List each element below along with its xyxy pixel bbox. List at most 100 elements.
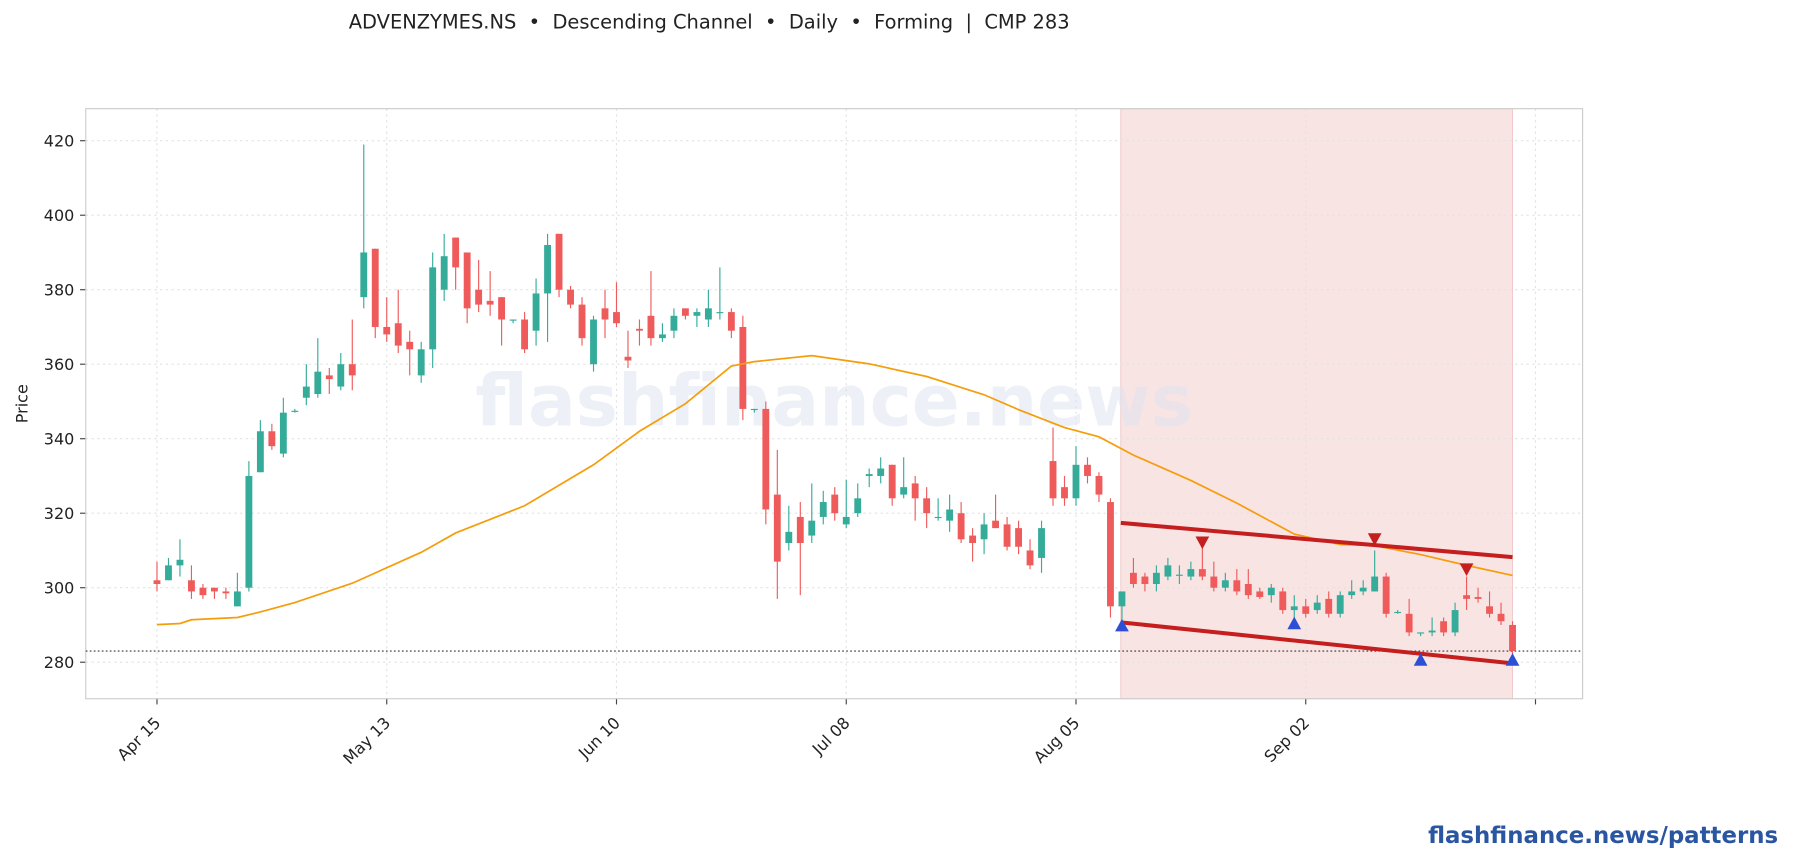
y-axis-label: Price xyxy=(12,384,31,423)
candle-body xyxy=(659,334,666,339)
candle-body xyxy=(946,509,954,521)
candle-body xyxy=(601,308,609,320)
candle-body xyxy=(245,475,253,588)
candle-body xyxy=(188,580,195,592)
candle-body xyxy=(314,371,322,395)
candle-body xyxy=(1290,606,1298,611)
candle-body xyxy=(1336,595,1344,614)
candle-body xyxy=(1187,569,1195,577)
y-tick-label: 320 xyxy=(44,504,75,523)
candle-body xyxy=(1107,502,1114,607)
candle-body xyxy=(1233,580,1241,592)
candle-body xyxy=(1451,610,1459,633)
candle-body xyxy=(681,308,689,316)
trough-marker xyxy=(1505,653,1520,666)
candle-body xyxy=(1382,576,1390,614)
moving-average xyxy=(156,354,1513,626)
candle-body xyxy=(773,494,781,562)
candle-body xyxy=(1061,487,1068,499)
candle-body xyxy=(337,364,345,387)
candle-body xyxy=(210,587,218,592)
y-tick-label: 420 xyxy=(44,131,75,150)
candle-body xyxy=(555,233,563,290)
candle-body xyxy=(590,319,597,365)
candle-body xyxy=(475,289,483,305)
candle-body xyxy=(1118,591,1126,607)
candle-body xyxy=(1003,524,1011,547)
candle-body xyxy=(1279,591,1287,611)
candle-body xyxy=(1497,613,1505,622)
candle-body xyxy=(1486,606,1493,614)
candle-body xyxy=(1072,464,1080,499)
candle-body xyxy=(348,364,356,376)
candle-body xyxy=(417,349,425,376)
candle-body xyxy=(544,245,551,294)
candle-body xyxy=(1417,632,1425,634)
candle-body xyxy=(1164,565,1172,577)
candle-body xyxy=(440,256,448,290)
candle-body xyxy=(1428,630,1436,633)
candle-body xyxy=(406,341,414,350)
candle-body xyxy=(291,410,299,412)
candle-body xyxy=(636,328,643,331)
candle-body xyxy=(1463,595,1471,599)
candle-body xyxy=(624,356,632,361)
candle-body xyxy=(176,559,184,566)
candle-body xyxy=(1371,576,1379,592)
candle-body xyxy=(509,319,517,321)
candle-body xyxy=(739,326,747,409)
candle-body xyxy=(934,516,942,519)
candle-body xyxy=(957,513,965,540)
candle-body xyxy=(613,312,620,324)
trough-marker xyxy=(1413,653,1428,666)
candle-body xyxy=(704,308,712,320)
candle-body xyxy=(1049,461,1057,499)
candle-body xyxy=(888,464,896,499)
candle-body xyxy=(842,516,850,525)
candle-body xyxy=(992,520,1000,529)
candle-body xyxy=(670,315,678,331)
candle-body xyxy=(199,587,207,596)
candle-body xyxy=(233,591,241,607)
channel-lower xyxy=(1120,620,1513,666)
candle-body xyxy=(1348,591,1356,596)
candle-body xyxy=(727,312,735,331)
y-tick-label: 380 xyxy=(44,280,75,299)
candle-body xyxy=(256,431,264,473)
candle-body xyxy=(808,520,816,536)
candle-body xyxy=(1015,528,1022,547)
candle-body xyxy=(394,323,402,346)
candle-body xyxy=(1474,597,1482,599)
y-tick-label: 280 xyxy=(44,653,75,672)
candle-body xyxy=(693,312,701,316)
candle-body xyxy=(877,468,885,476)
candle-body xyxy=(1221,580,1229,588)
candle-body xyxy=(578,304,586,339)
candle-body xyxy=(785,531,793,544)
candle-body xyxy=(1152,572,1160,584)
candle-body xyxy=(900,487,908,495)
candle-body xyxy=(796,516,804,544)
candle-body xyxy=(1084,464,1091,476)
candle-body xyxy=(819,502,827,517)
candle-body xyxy=(865,474,873,476)
candle-body xyxy=(429,267,437,350)
candle-body xyxy=(1026,550,1034,566)
peak-marker xyxy=(1195,536,1210,550)
candle-body xyxy=(1302,606,1310,614)
peak-marker xyxy=(1459,563,1474,576)
candle-body xyxy=(969,535,977,544)
candle-body xyxy=(1175,574,1183,576)
candle-body xyxy=(1440,621,1448,633)
y-tick-label: 340 xyxy=(44,429,75,448)
candle-body xyxy=(452,237,460,268)
candle-body xyxy=(1130,572,1137,584)
y-tick-label: 300 xyxy=(44,578,75,597)
candle-body xyxy=(911,483,919,499)
candle-body xyxy=(647,315,655,339)
candle-body xyxy=(486,300,494,305)
footer: flashfinance.news/patterns xyxy=(1428,823,1778,849)
candle-body xyxy=(1038,528,1045,558)
candle-body xyxy=(153,580,161,584)
candle-body xyxy=(1405,613,1413,633)
